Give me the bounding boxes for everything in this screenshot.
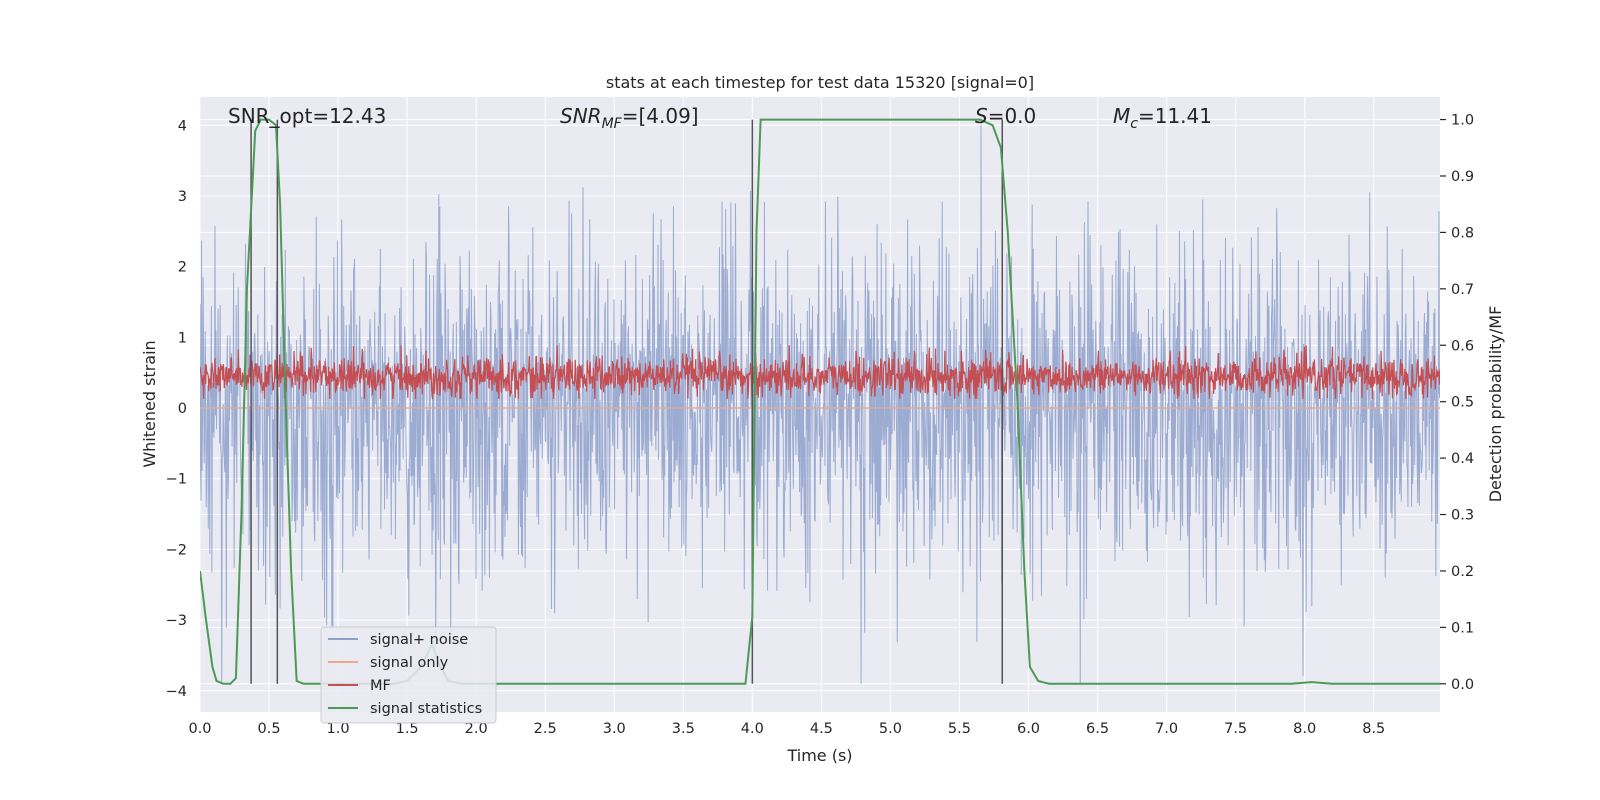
x-tick-label: 6.5 — [1086, 721, 1109, 737]
y-axis-label: Whitened strain — [140, 340, 159, 467]
y2-tick-label: 0.7 — [1451, 282, 1474, 298]
y-tick-label: 3 — [178, 189, 187, 205]
annotation-snr-mf: SNRMF=[4.09] — [560, 104, 699, 132]
x-axis-label: Time (s) — [786, 746, 852, 765]
y-tick-label: 4 — [178, 118, 187, 134]
y-tick-label: −4 — [166, 684, 187, 700]
signal-noise-line — [200, 125, 1440, 684]
x-tick-label: 4.0 — [741, 721, 764, 737]
y2-tick-label: 0.8 — [1451, 225, 1474, 241]
y2-tick-label: 0.9 — [1451, 169, 1474, 185]
x-tick-label: 1.5 — [396, 721, 419, 737]
y2-axis-label: Detection probability/MF — [1486, 306, 1505, 503]
legend: signal+ noise signal only MF signal stat… — [320, 626, 497, 724]
y-tick-label: −1 — [166, 472, 187, 488]
mf-series — [200, 345, 1440, 400]
y2-tick-label: 0.0 — [1451, 677, 1474, 693]
y2-tick-label: 0.1 — [1451, 620, 1474, 636]
x-tick-label: 4.5 — [810, 721, 833, 737]
mc-symbol: M — [1113, 104, 1130, 128]
x-tick-label: 7.5 — [1224, 721, 1247, 737]
y-tick-label: 2 — [178, 260, 187, 276]
mc-subscript: c — [1130, 116, 1138, 132]
legend-label-signal-only: signal only — [370, 655, 449, 671]
snr-mf-value: =[4.09] — [622, 104, 699, 128]
x-tick-label: 5.0 — [879, 721, 902, 737]
y2-tick-label: 0.3 — [1451, 508, 1474, 524]
x-tick-label: 0.5 — [258, 721, 281, 737]
x-tick-label: 3.0 — [603, 721, 626, 737]
y2-tick-label: 1.0 — [1451, 113, 1474, 129]
s-symbol: S — [975, 104, 988, 128]
y-tick-label: 0 — [178, 401, 187, 417]
snr-mf-symbol: SNR — [560, 104, 602, 128]
chart-title: stats at each timestep for test data 153… — [606, 73, 1034, 92]
legend-box — [320, 626, 497, 724]
x-tick-label: 8.5 — [1362, 721, 1385, 737]
y-tick-label: 1 — [178, 330, 187, 346]
x-tick-label: 0.0 — [188, 721, 211, 737]
x-tick-label: 2.0 — [465, 721, 488, 737]
mc-value: =11.41 — [1138, 104, 1212, 128]
y2-tick-label: 0.4 — [1451, 451, 1474, 467]
snr-mf-subscript: MF — [602, 116, 623, 132]
annotation-snr-opt: SNR_opt=12.43 — [228, 104, 386, 128]
x-tick-label: 8.0 — [1293, 721, 1316, 737]
s-value: =0.0 — [988, 104, 1037, 128]
annotation-s: S=0.0 — [975, 104, 1036, 128]
y2-tick-label: 0.2 — [1451, 564, 1474, 580]
y-tick-label: −2 — [166, 542, 187, 558]
x-tick-label: 3.5 — [672, 721, 695, 737]
x-tick-label: 5.5 — [948, 721, 971, 737]
y2-tick-label: 0.6 — [1451, 338, 1474, 354]
x-tick-label: 2.5 — [534, 721, 557, 737]
x-tick-label: 7.0 — [1155, 721, 1178, 737]
y2-axis-ticks: 1.0 0.9 0.8 0.7 0.6 0.5 0.4 0.3 0.2 0.1 0.0 — [1440, 113, 1474, 693]
x-tick-label: 6.0 — [1017, 721, 1040, 737]
y-axis-ticks: 4 3 2 1 0 −1 −2 −3 −4 — [166, 118, 187, 700]
x-axis-ticks: 0.0 0.5 1.0 1.5 2.0 2.5 3.0 3.5 4.0 4.5 5.0 5.5 6.0 6… — [188, 721, 1385, 737]
legend-label-signal-noise: signal+ noise — [370, 632, 468, 648]
y-tick-label: −3 — [166, 613, 187, 629]
mf-line — [200, 345, 1440, 400]
y2-tick-label: 0.5 — [1451, 395, 1474, 411]
annotation-mc: Mc=11.41 — [1113, 104, 1212, 132]
legend-label-signal-statistics: signal statistics — [370, 701, 482, 717]
x-tick-label: 1.0 — [327, 721, 350, 737]
legend-label-mf: MF — [370, 678, 391, 694]
signal-noise-series — [200, 125, 1440, 684]
